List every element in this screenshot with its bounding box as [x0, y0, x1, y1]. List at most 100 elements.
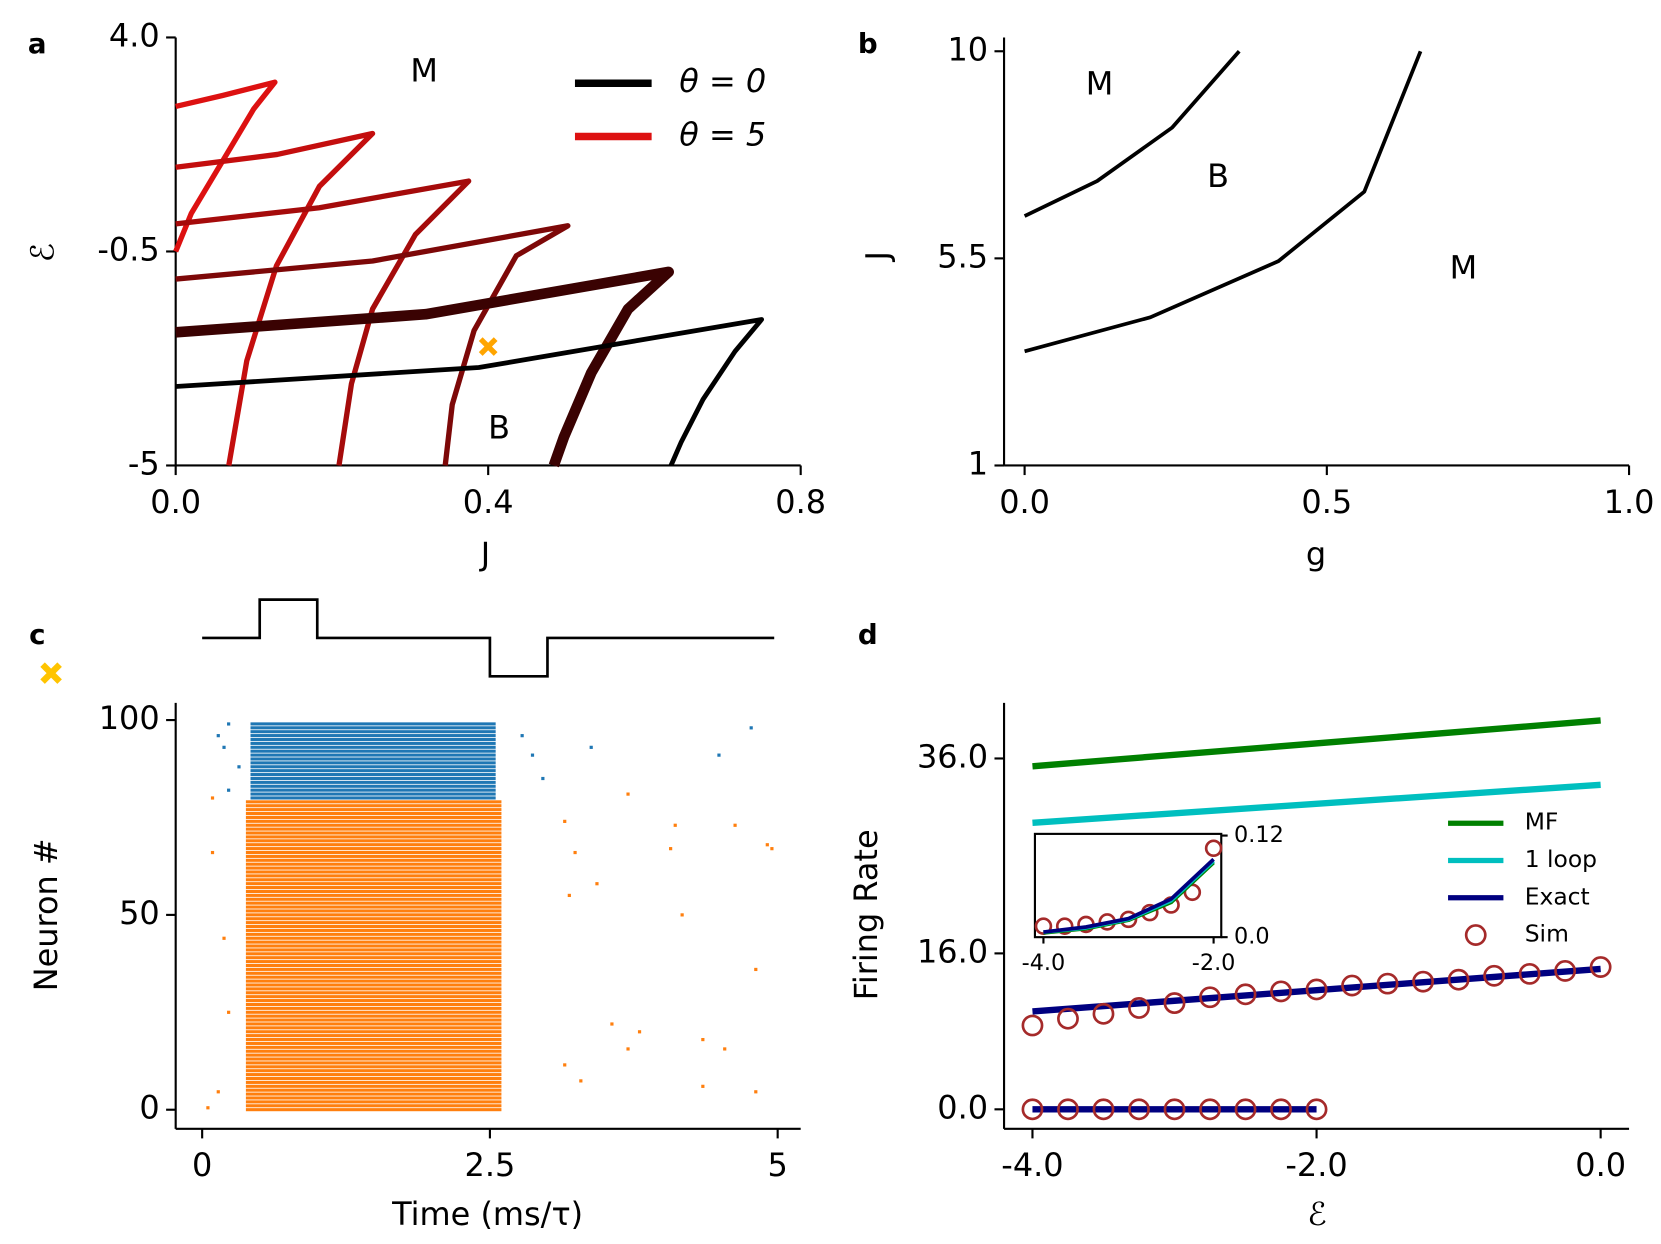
- burst-row: [245, 936, 502, 940]
- sim-point: [1163, 1098, 1186, 1121]
- burst-row: [245, 1096, 502, 1100]
- burst-row: [250, 741, 496, 745]
- spike: [237, 765, 241, 769]
- burst-row: [245, 932, 502, 936]
- spike: [770, 847, 774, 851]
- spike: [573, 850, 577, 855]
- burst-row: [245, 870, 502, 874]
- burst-row: [245, 839, 502, 843]
- burst-row: [245, 847, 502, 851]
- burst-row: [245, 858, 502, 862]
- series-line: [1024, 50, 1423, 354]
- spike: [733, 823, 737, 827]
- x-axis-label: ℰ: [1307, 1195, 1326, 1233]
- burst-row: [245, 1084, 502, 1088]
- spike: [749, 726, 753, 730]
- burst-row: [245, 909, 502, 913]
- y-tick-label: 5.5: [937, 237, 988, 275]
- sim-point: [1128, 997, 1150, 1019]
- sim-point: [1270, 1098, 1292, 1121]
- x-axis-label: Time (ms/τ): [391, 1195, 583, 1233]
- burst-row: [245, 901, 502, 905]
- sim-point: [1483, 964, 1506, 987]
- burst-row: [245, 1041, 502, 1045]
- burst-row: [245, 928, 502, 932]
- spike: [701, 1037, 705, 1042]
- burst-row: [250, 753, 496, 757]
- burst-row: [250, 792, 496, 796]
- y-tick-label: 16.0: [917, 932, 988, 970]
- x-tick-label: 1.0: [1604, 483, 1655, 521]
- sim-point: [1376, 972, 1399, 995]
- burst-row: [245, 948, 502, 952]
- region-label: B: [488, 408, 510, 446]
- region-label: M: [1450, 248, 1478, 286]
- x-axis-label: g: [1306, 535, 1326, 573]
- burst-row: [245, 1030, 502, 1034]
- spike: [222, 936, 226, 940]
- burst-row: [245, 971, 502, 975]
- spike: [206, 1106, 210, 1110]
- y-tick-label: 0.12: [1234, 822, 1284, 848]
- y-axis-label: Firing Rate: [847, 829, 885, 1000]
- burst-row: [245, 905, 502, 909]
- burst-row: [245, 1034, 502, 1038]
- burst-row: [245, 944, 502, 948]
- series-line: [173, 79, 278, 253]
- spike: [626, 792, 630, 796]
- burst-row: [245, 850, 502, 855]
- x-tick-label: -2.0: [1192, 950, 1236, 976]
- burst-row: [245, 866, 502, 870]
- burst-row: [245, 823, 502, 827]
- sim-point: [1199, 1098, 1221, 1121]
- series-line: [175, 223, 571, 466]
- spike: [227, 788, 231, 792]
- burst-row: [245, 815, 502, 819]
- burst-row: [245, 1076, 502, 1081]
- burst-row: [245, 1010, 502, 1014]
- burst-row: [245, 811, 502, 816]
- panel-letter: d: [858, 618, 878, 651]
- sim-point: [1021, 1014, 1044, 1037]
- sim-point: [1234, 983, 1257, 1006]
- x-tick-label: 0.4: [463, 483, 514, 521]
- spike: [210, 850, 215, 855]
- burst-row: [245, 1022, 502, 1026]
- y-tick-label: 0: [139, 1089, 159, 1127]
- burst-row: [250, 726, 496, 730]
- sim-point: [1055, 917, 1074, 935]
- legend-label: θ = 5: [679, 115, 766, 153]
- burst-row: [245, 843, 502, 847]
- x-tick-label: 0.5: [1301, 483, 1352, 521]
- burst-row: [245, 1092, 502, 1096]
- burst-row: [245, 999, 502, 1003]
- spike: [216, 734, 220, 738]
- y-tick-label: 0.0: [937, 1088, 988, 1126]
- spike: [563, 819, 567, 823]
- burst-row: [245, 819, 502, 823]
- burst-row: [250, 745, 496, 749]
- burst-row: [245, 827, 502, 831]
- burst-row: [245, 983, 502, 987]
- burst-row: [245, 886, 502, 890]
- x-tick-label: 0: [192, 1146, 212, 1184]
- sim-point: [1092, 1098, 1115, 1121]
- burst-row: [245, 897, 502, 901]
- sim-point: [1270, 980, 1292, 1003]
- x-tick-label: 0.0: [1575, 1146, 1626, 1184]
- burst-row: [245, 913, 502, 917]
- spike: [227, 722, 231, 726]
- burst-row: [250, 749, 496, 753]
- burst-row: [245, 800, 502, 804]
- burst-row: [245, 835, 502, 839]
- burst-row: [250, 776, 496, 781]
- burst-row: [245, 808, 502, 812]
- spike: [595, 882, 599, 886]
- burst-row: [245, 979, 502, 983]
- legend-label: Exact: [1525, 882, 1590, 910]
- spike: [673, 823, 677, 827]
- y-tick-label: -0.5: [97, 230, 159, 268]
- burst-row: [245, 831, 502, 835]
